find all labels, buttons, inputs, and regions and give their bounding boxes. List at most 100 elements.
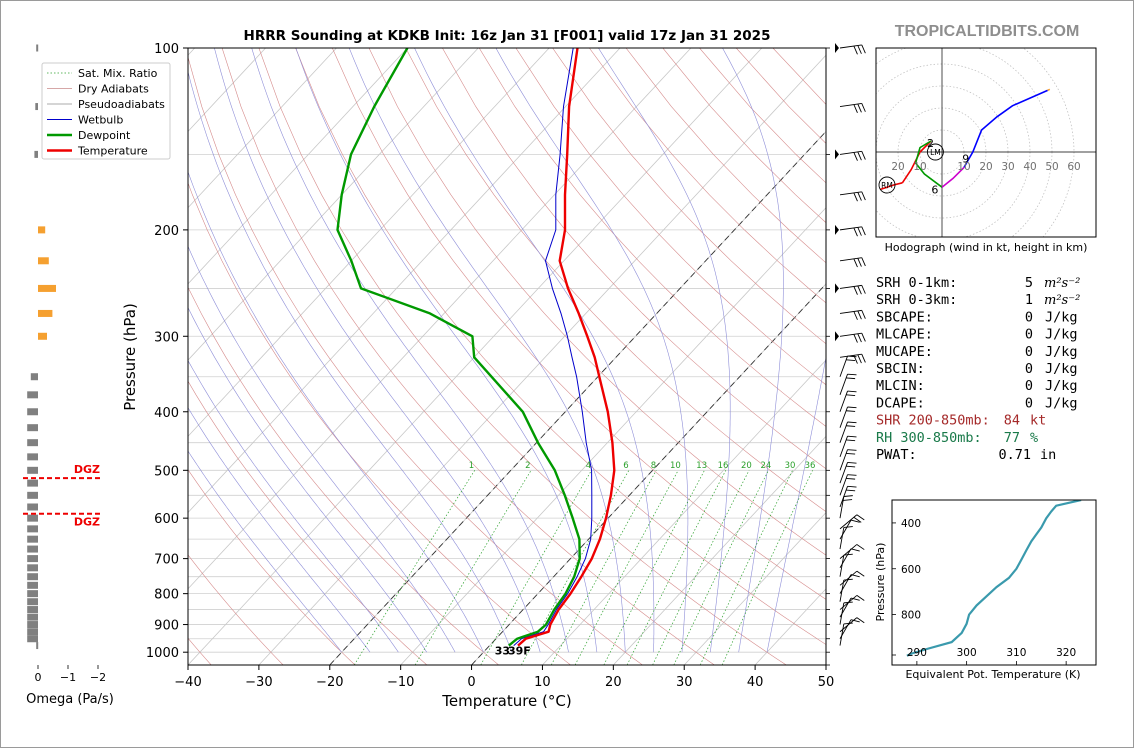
wind-barb-flag xyxy=(853,258,858,268)
wind-barb-flag xyxy=(850,548,860,552)
dry-adiabat xyxy=(188,286,499,665)
theta-e-x-label: Equivalent Pot. Temperature (K) xyxy=(905,668,1080,681)
wind-barb-flag xyxy=(846,465,856,468)
index-value: 1 xyxy=(1025,292,1033,308)
wind-barb-shaft xyxy=(839,374,848,395)
pseudoadiabat xyxy=(188,407,371,653)
omega-bar xyxy=(35,103,38,111)
wind-barb-flag xyxy=(843,601,853,604)
pseudoadiabat xyxy=(188,359,399,653)
wind-barb-flag xyxy=(857,285,862,295)
wind-barb-flag xyxy=(846,377,856,380)
omega-bar xyxy=(27,635,38,643)
hodograph-ring-label: 10 xyxy=(957,161,970,173)
pseudoadiabat xyxy=(348,48,626,653)
theta-e-panel: 290 300 310 320 400 600 800 xyxy=(891,499,1097,666)
dry-adiabat xyxy=(188,56,643,665)
wind-barb-flag xyxy=(861,226,866,236)
wind-barb-flag xyxy=(847,461,857,464)
mixing-ratio-label: 1 xyxy=(469,461,474,471)
wind-barb-flag xyxy=(861,44,866,54)
index-label: DCAPE: xyxy=(876,395,925,411)
wind-barb-pennant xyxy=(835,149,839,160)
omega-bar xyxy=(27,525,38,533)
mixing-ratio-label: 36 xyxy=(805,461,816,471)
index-unit: J/kg xyxy=(1045,361,1078,377)
x-tick-label: 10 xyxy=(534,675,551,690)
dry-adiabat xyxy=(332,48,826,600)
theta-e-x-tick-label: 310 xyxy=(1006,647,1026,659)
index-label: SRH 0-1km: xyxy=(876,275,957,291)
index-label: SBCIN: xyxy=(876,361,925,377)
mixing-ratio-label: 6 xyxy=(623,461,628,471)
index-value: 77 xyxy=(1004,430,1020,446)
wind-barb-flag xyxy=(846,410,856,412)
wind-barb-flag xyxy=(850,574,860,578)
hodograph-height-label: 6 xyxy=(931,183,938,196)
mixing-ratio-label: 2 xyxy=(525,461,530,471)
y-tick-label: 300 xyxy=(154,330,179,345)
mixing-ratio-line xyxy=(652,470,750,665)
pseudoadiabat xyxy=(766,355,826,653)
wind-barb-flag xyxy=(850,597,860,601)
isotherm-line xyxy=(188,48,692,590)
wind-barb-flag xyxy=(856,514,865,521)
storm-motion-marker xyxy=(926,143,944,161)
wind-barbs xyxy=(835,43,866,646)
wind-barb-flag xyxy=(853,192,858,202)
index-label: PWAT: xyxy=(876,447,917,463)
omega-bar xyxy=(38,226,46,234)
mixing-ratio-line xyxy=(574,470,679,665)
omega-bar xyxy=(36,44,39,52)
wind-barb-flag xyxy=(857,354,862,364)
dry-adiabat xyxy=(772,48,826,105)
omega-bar xyxy=(27,503,38,511)
pseudoadiabat xyxy=(188,245,456,653)
index-unit: J/kg xyxy=(1045,395,1078,411)
wind-barb-flag xyxy=(861,257,866,267)
dry-adiabat xyxy=(188,554,284,665)
x-tick-label: 20 xyxy=(605,675,622,690)
index-unit: J/kg xyxy=(1045,378,1078,394)
wind-barb-flag xyxy=(846,477,856,480)
theta-e-y-tick-label: 400 xyxy=(901,518,921,530)
x-axis-label: Temperature (°C) xyxy=(441,692,571,710)
hodograph-caption: Hodograph (wind in kt, height in km) xyxy=(885,241,1088,254)
mixing-ratio-label: 8 xyxy=(651,461,656,471)
omega-bar xyxy=(27,479,38,487)
omega-bar xyxy=(27,573,38,581)
omega-bar xyxy=(27,613,38,621)
wind-barb-flag xyxy=(846,439,856,442)
mixing-ratio-label: 13 xyxy=(696,461,707,471)
isotherm-line xyxy=(258,54,826,665)
wind-barb-flag xyxy=(843,578,853,581)
index-label: SRH 0-3km: xyxy=(876,292,957,308)
mixing-ratio-label: 24 xyxy=(760,461,771,471)
wind-barb-shaft xyxy=(839,579,845,602)
wind-barb-flag xyxy=(853,104,858,114)
wind-barb-flag xyxy=(850,619,860,623)
dry-adiabat xyxy=(552,48,826,345)
surface-dewpoint-label: 33 xyxy=(495,645,510,658)
index-value: 0 xyxy=(1025,378,1033,394)
omega-bar xyxy=(27,535,38,543)
wind-barb-flag xyxy=(856,544,865,550)
wind-barb-flag xyxy=(861,333,866,342)
pseudoadiabat xyxy=(188,450,342,653)
wind-barb-pennant xyxy=(835,283,839,294)
mixing-ratio-label: 16 xyxy=(718,461,729,471)
skewt-plot-frame xyxy=(187,47,827,666)
wind-barb-flag xyxy=(847,421,857,424)
index-unit: in xyxy=(1040,447,1056,463)
dgz-label: DGZ xyxy=(74,516,100,529)
omega-axis-label: Omega (Pa/s) xyxy=(26,692,114,707)
mixing-ratio-line xyxy=(414,470,532,665)
mixing-ratio-line xyxy=(603,470,705,665)
temperature-profile xyxy=(517,48,616,647)
pseudoadiabat xyxy=(188,170,484,653)
index-unit: J/kg xyxy=(1045,309,1078,325)
omega-bar xyxy=(27,491,38,499)
wetbulb-profile xyxy=(513,48,593,646)
hodograph-ring-label: 30 xyxy=(1001,161,1014,173)
